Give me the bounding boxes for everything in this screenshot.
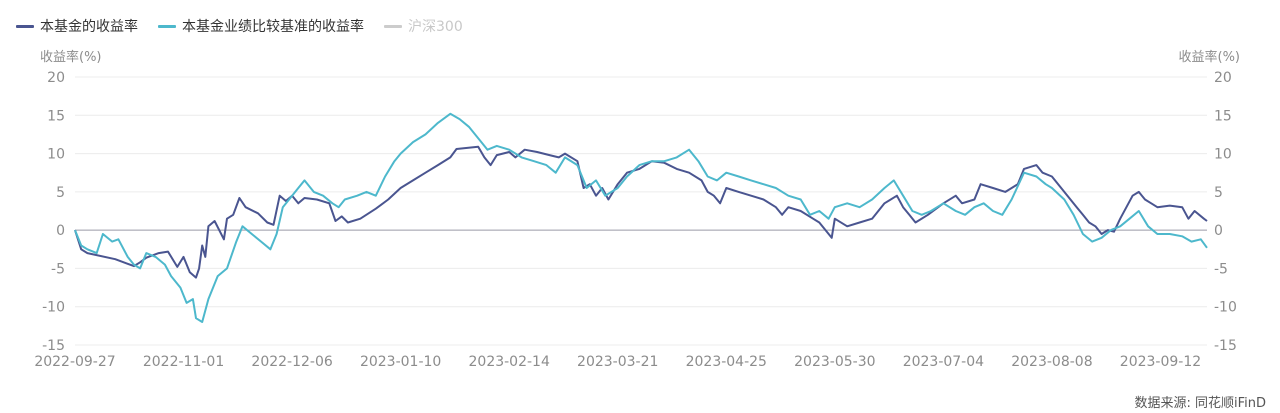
left-axis-title: 收益率(%) <box>40 50 102 65</box>
x-tick-label: 2023-01-10 <box>360 354 441 370</box>
x-tick-label: 2023-04-25 <box>686 354 767 370</box>
chart-legend: 本基金的收益率 本基金业绩比较基准的收益率 沪深300 <box>16 16 483 36</box>
legend-label-hs300: 沪深300 <box>408 19 463 35</box>
legend-item-benchmark[interactable]: 本基金业绩比较基准的收益率 <box>158 16 364 36</box>
y-tick-label-left: 5 <box>56 185 65 201</box>
legend-swatch-hs300 <box>384 24 402 28</box>
x-tick-label: 2022-12-06 <box>251 354 332 370</box>
y-tick-label-right: 5 <box>1214 185 1223 201</box>
y-tick-label-left: -15 <box>42 338 65 354</box>
legend-label-fund: 本基金的收益率 <box>40 19 138 35</box>
y-tick-label-right: 0 <box>1214 223 1223 239</box>
y-tick-label-left: -5 <box>51 261 65 277</box>
data-source: 数据来源: 同花顺iFinD <box>1134 396 1266 411</box>
series-line-fund <box>74 145 1208 279</box>
legend-item-fund[interactable]: 本基金的收益率 <box>16 16 138 36</box>
x-tick-label: 2022-11-01 <box>143 354 224 370</box>
y-tick-label-right: 15 <box>1214 108 1232 124</box>
x-tick-label: 2022-09-27 <box>34 354 115 370</box>
legend-swatch-benchmark <box>158 24 176 28</box>
series-line-benchmark <box>74 112 1208 323</box>
y-tick-label-right: 20 <box>1214 70 1232 86</box>
x-tick-label: 2023-08-08 <box>1011 354 1092 370</box>
y-tick-label-left: 20 <box>47 70 65 86</box>
x-tick-label: 2023-09-12 <box>1120 354 1201 370</box>
y-tick-label-right: -15 <box>1214 338 1237 354</box>
y-tick-label-left: 0 <box>56 223 65 239</box>
y-tick-label-left: 10 <box>47 147 65 163</box>
legend-swatch-fund <box>16 24 34 28</box>
x-tick-label: 2023-02-14 <box>469 354 550 370</box>
y-tick-label-right: -5 <box>1214 261 1228 277</box>
x-tick-label: 2023-07-04 <box>903 354 984 370</box>
x-tick-label: 2023-03-21 <box>577 354 658 370</box>
y-tick-label-left: 15 <box>47 108 65 124</box>
legend-item-hs300[interactable]: 沪深300 <box>384 16 463 36</box>
y-tick-label-right: -10 <box>1214 300 1237 316</box>
y-tick-label-left: -10 <box>42 300 65 316</box>
y-tick-label-right: 10 <box>1214 147 1232 163</box>
legend-label-benchmark: 本基金业绩比较基准的收益率 <box>182 19 364 35</box>
right-axis-title: 收益率(%) <box>1178 50 1241 65</box>
x-tick-label: 2023-05-30 <box>794 354 875 370</box>
